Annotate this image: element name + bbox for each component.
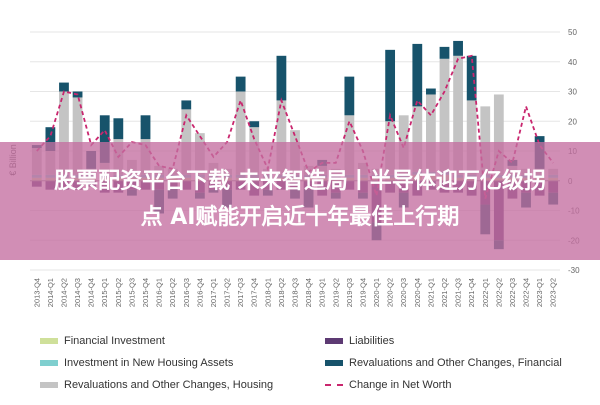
legend-label: Investment in New Housing Assets	[64, 357, 234, 369]
y-tick-label: 50	[568, 28, 577, 37]
x-tick-label: 2015-Q4	[141, 278, 150, 307]
bar-segment	[235, 76, 246, 92]
bar-segment	[493, 94, 504, 175]
x-tick-label: 2021-Q1	[426, 278, 435, 307]
bar-segment	[113, 118, 124, 140]
bar-segment	[412, 106, 423, 172]
banner-line-1: 股票配资平台下载 未来智造局丨半导体迎万亿级拐	[54, 169, 546, 194]
legend-item-liabilities: Liabilities	[325, 335, 394, 347]
legend-label: Liabilities	[349, 335, 395, 347]
legend-label: Revaluations and Other Changes, Housing	[64, 379, 274, 391]
x-tick-label: 2023-Q2	[549, 278, 558, 307]
x-tick-label: 2015-Q1	[100, 278, 109, 307]
bar-segment	[439, 46, 450, 59]
x-tick-label: 2019-Q4	[358, 278, 367, 307]
legend-swatch	[40, 360, 58, 366]
x-tick-label: 2018-Q1	[263, 278, 272, 307]
x-tick-label: 2021-Q4	[467, 278, 476, 307]
legend-dash	[325, 384, 343, 386]
x-tick-label: 2022-Q3	[508, 278, 517, 307]
x-tick-label: 2015-Q2	[114, 278, 123, 307]
legend-item-new-housing: Investment in New Housing Assets	[40, 357, 233, 369]
bar-segment	[412, 43, 423, 107]
bar-segment	[235, 91, 246, 175]
y-tick-label: 20	[568, 117, 577, 126]
y-tick-label: 30	[568, 88, 577, 97]
x-tick-label: 2017-Q3	[236, 278, 245, 307]
x-tick-label: 2013-Q4	[32, 278, 41, 307]
bar-segment	[453, 40, 463, 56]
x-tick-label: 2016-Q3	[182, 278, 191, 307]
x-tick-label: 2021-Q2	[440, 278, 449, 307]
x-tick-label: 2016-Q2	[168, 278, 177, 307]
y-tick-label: -30	[568, 266, 580, 275]
legend-label: Financial Investment	[64, 335, 165, 347]
bar-segment	[99, 115, 110, 163]
legend-swatch	[40, 382, 58, 388]
x-tick-label: 2018-Q2	[277, 278, 286, 307]
bar-segment	[344, 76, 355, 116]
y-tick-label: 40	[568, 58, 577, 67]
bar-segment	[385, 49, 396, 122]
bar-segment	[426, 88, 436, 95]
overlay-banner: 股票配资平台下载 未来智造局丨半导体迎万亿级拐 点 AI赋能开启近十年最佳上行期	[0, 142, 600, 260]
bar-segment	[466, 55, 477, 101]
bar-segment	[466, 100, 477, 175]
x-tick-label: 2017-Q4	[250, 278, 259, 307]
legend-item-net-worth: Change in Net Worth	[325, 379, 452, 391]
bar-segment	[72, 97, 83, 175]
x-tick-label: 2014-Q4	[87, 278, 96, 307]
x-tick-label: 2022-Q4	[522, 278, 531, 307]
x-tick-label: 2017-Q1	[209, 278, 218, 307]
x-tick-label: 2022-Q2	[494, 278, 503, 307]
legend-swatch	[40, 338, 58, 344]
x-tick-label: 2014-Q1	[46, 278, 55, 307]
x-tick-label: 2022-Q1	[481, 278, 490, 307]
legend-swatch	[325, 360, 343, 366]
x-tick-label: 2023-Q1	[535, 278, 544, 307]
x-tick-label: 2018-Q3	[291, 278, 300, 307]
x-tick-label: 2014-Q3	[73, 278, 82, 307]
x-tick-label: 2016-Q4	[195, 278, 204, 307]
legend-swatch	[325, 338, 343, 344]
x-tick-label: 2014-Q2	[60, 278, 69, 307]
x-tick-label: 2018-Q4	[304, 278, 313, 307]
x-tick-label: 2017-Q2	[223, 278, 232, 307]
legend: Financial Investment Investment in New H…	[40, 335, 580, 397]
bar-segment	[276, 55, 287, 101]
x-tick-label: 2016-Q1	[155, 278, 164, 307]
bar-segment	[453, 55, 463, 175]
bar-segment	[59, 91, 69, 175]
bar-segment	[59, 82, 69, 92]
bar-segment	[140, 115, 151, 140]
x-tick-label: 2019-Q1	[318, 278, 327, 307]
banner-headline[interactable]: 股票配资平台下载 未来智造局丨半导体迎万亿级拐 点 AI赋能开启近十年最佳上行期	[0, 142, 600, 236]
legend-label: Revaluations and Other Changes, Financia…	[349, 357, 562, 369]
bar-segment	[480, 106, 491, 175]
x-tick-label: 2020-Q1	[372, 278, 381, 307]
legend-item-revaluations-financial: Revaluations and Other Changes, Financia…	[325, 357, 562, 369]
x-tick-label: 2020-Q2	[386, 278, 395, 307]
legend-item-financial-investment: Financial Investment	[40, 335, 165, 347]
bar-segment	[426, 94, 436, 172]
legend-label: Change in Net Worth	[349, 379, 452, 391]
bar-segment	[439, 58, 450, 172]
x-tick-label: 2019-Q3	[345, 278, 354, 307]
bar-segment	[276, 100, 287, 175]
x-tick-label: 2019-Q2	[331, 278, 340, 307]
bar-segment	[181, 100, 192, 110]
bar-segment	[45, 127, 56, 151]
x-tick-label: 2021-Q3	[454, 278, 463, 307]
x-tick-label: 2015-Q3	[127, 278, 136, 307]
legend-item-revaluations-housing: Revaluations and Other Changes, Housing	[40, 379, 273, 391]
x-tick-label: 2020-Q3	[399, 278, 408, 307]
banner-line-2: 点 AI赋能开启近十年最佳上行期	[140, 205, 460, 230]
x-tick-label: 2020-Q4	[413, 278, 422, 307]
bar-segment	[249, 121, 260, 128]
